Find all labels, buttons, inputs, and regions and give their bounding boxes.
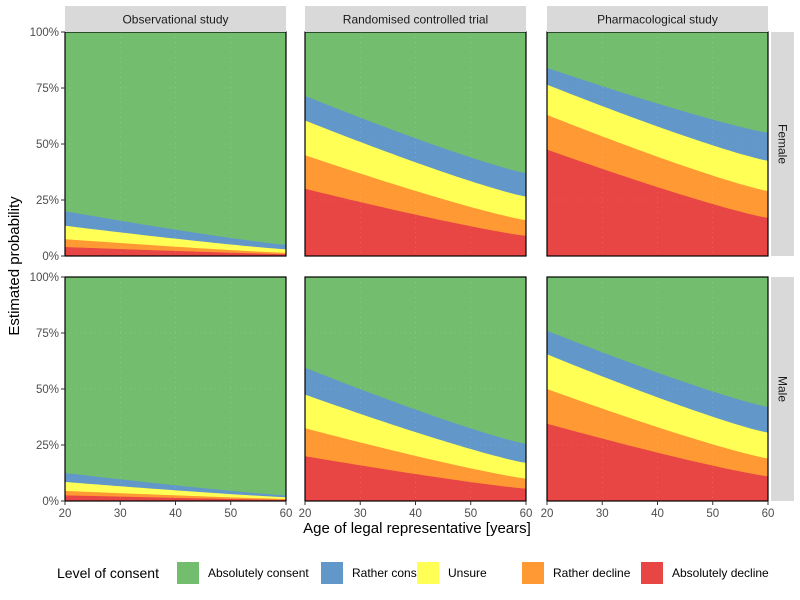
- y-tick-label: 25%: [36, 195, 59, 207]
- y-tick-label: 75%: [36, 83, 59, 95]
- column-strip-label: Randomised controlled trial: [343, 13, 488, 27]
- legend-swatch: [321, 562, 343, 584]
- x-tick-label: 30: [354, 508, 367, 520]
- y-tick-label: 100%: [30, 272, 59, 284]
- area-absolutely-consent: [65, 277, 286, 501]
- legend-label: Absolutely consent: [208, 566, 309, 580]
- column-strip: [547, 6, 768, 32]
- area-absolutely-decline: [65, 247, 286, 256]
- row-strip: [771, 32, 794, 256]
- row-strip-label: Female: [776, 124, 790, 164]
- legend-swatch: [177, 562, 199, 584]
- x-tick-label: 20: [541, 508, 554, 520]
- column-strip-label: Observational study: [122, 13, 228, 27]
- row-strip: [771, 277, 794, 501]
- x-tick-label: 60: [280, 508, 293, 520]
- row-strip-label: Male: [776, 376, 790, 402]
- x-tick-label: 20: [299, 508, 312, 520]
- x-tick-label: 50: [224, 508, 237, 520]
- legend-title: Level of consent: [57, 565, 159, 581]
- area-absolutely-decline: [65, 495, 286, 501]
- column-strip-label: Pharmacological study: [597, 13, 718, 27]
- x-tick-label: 50: [706, 508, 719, 520]
- legend-swatch: [641, 562, 663, 584]
- legend-label: Absolutely decline: [672, 566, 769, 580]
- area-absolutely-decline: [547, 149, 768, 256]
- y-tick-label: 25%: [36, 440, 59, 452]
- column-strip: [65, 6, 286, 32]
- x-tick-label: 20: [59, 508, 72, 520]
- legend-label: Rather consent: [352, 566, 434, 580]
- y-tick-label: 50%: [36, 139, 59, 151]
- x-tick-label: 40: [169, 508, 182, 520]
- x-tick-label: 60: [520, 508, 533, 520]
- x-tick-label: 30: [114, 508, 127, 520]
- y-tick-label: 0%: [42, 496, 59, 508]
- legend-label: Unsure: [448, 566, 487, 580]
- legend-swatch: [522, 562, 544, 584]
- area-absolutely-decline: [305, 456, 526, 501]
- x-tick-label: 40: [651, 508, 664, 520]
- column-strip: [305, 6, 526, 32]
- y-axis-title: Estimated probability: [6, 196, 23, 336]
- y-tick-label: 75%: [36, 328, 59, 340]
- area-absolutely-decline: [305, 188, 526, 256]
- x-tick-label: 50: [464, 508, 477, 520]
- x-tick-label: 40: [409, 508, 422, 520]
- area-absolutely-decline: [547, 423, 768, 501]
- legend-swatch: [417, 562, 439, 584]
- x-tick-label: 60: [762, 508, 775, 520]
- legend-label: Rather decline: [553, 566, 631, 580]
- x-tick-label: 30: [596, 508, 609, 520]
- y-tick-label: 0%: [42, 251, 59, 263]
- x-axis-title: Age of legal representative [years]: [303, 520, 531, 537]
- y-tick-label: 50%: [36, 384, 59, 396]
- y-tick-label: 100%: [30, 27, 59, 39]
